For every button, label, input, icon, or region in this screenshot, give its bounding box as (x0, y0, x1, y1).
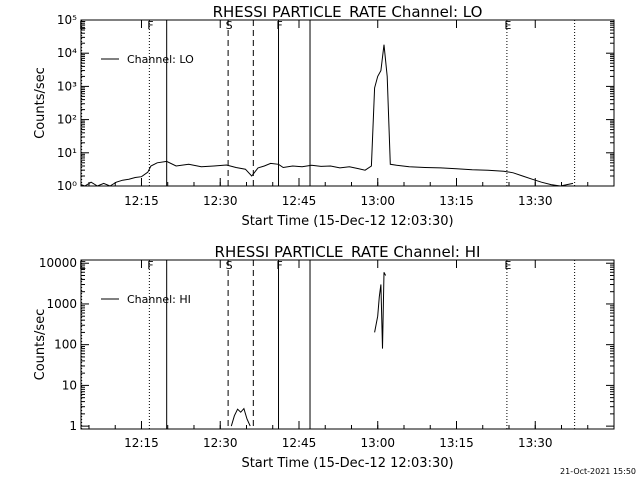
x-tick-label: 13:15 (439, 436, 474, 450)
y-tick-label: 1 (69, 419, 77, 433)
flag-label: E (504, 259, 511, 272)
y-axis-label: Counts/sec (33, 309, 48, 381)
x-tick-label: 12:15 (124, 436, 159, 450)
series-line (80, 44, 574, 187)
y-tick-label: 10⁵ (57, 13, 77, 27)
series-line (230, 407, 251, 427)
y-tick-label: 10¹ (57, 146, 77, 160)
legend-label: Channel: LO (127, 53, 194, 66)
flag-label: F (276, 259, 282, 272)
flag-label: S (226, 19, 233, 32)
x-tick-label: 12:30 (203, 194, 238, 208)
x-tick-label: 12:15 (124, 194, 159, 208)
x-tick-label: 13:30 (518, 194, 553, 208)
flag-label: S (226, 259, 233, 272)
x-tick-label: 12:45 (282, 436, 317, 450)
x-tick-label: 13:00 (360, 194, 395, 208)
y-tick-label: 1000 (46, 297, 77, 311)
y-tick-label: 10³ (57, 79, 77, 93)
x-axis-label: Start Time (15-Dec-12 12:03:30) (241, 214, 453, 229)
x-axis-label: Start Time (15-Dec-12 12:03:30) (241, 456, 453, 471)
y-tick-label: 100 (54, 338, 77, 352)
x-tick-label: 12:45 (282, 194, 317, 208)
flag-label: F (147, 19, 153, 32)
y-axis-label: Counts/sec (33, 67, 48, 139)
y-tick-label: 10⁴ (57, 46, 77, 60)
chart-title: RHESSI PARTICLE_RATE Channel: HI (215, 243, 481, 262)
chart-title: RHESSI PARTICLE_RATE Channel: LO (213, 3, 483, 22)
flag-label: F (147, 259, 153, 272)
chart-panel-lo: RHESSI PARTICLE_RATE Channel: LO 12:15 12:… (33, 3, 615, 229)
flag-label: F (276, 19, 282, 32)
y-tick-label: 10⁰ (57, 179, 77, 193)
series-line (374, 272, 387, 349)
flag-label: E (79, 259, 86, 272)
y-tick-label: 10 (62, 378, 77, 392)
chart-panel-hi: RHESSI PARTICLE_RATE Channel: HI 12:15 12:… (33, 243, 615, 471)
x-tick-label: 12:30 (203, 436, 238, 450)
x-tick-label: 13:30 (518, 436, 553, 450)
flag-label: E (504, 19, 511, 32)
flag-label: E (79, 19, 86, 32)
x-tick-label: 13:00 (360, 436, 395, 450)
y-tick-label: 10000 (39, 256, 77, 270)
y-tick-label: 10² (57, 113, 77, 127)
legend-label: Channel: HI (127, 293, 191, 306)
x-tick-label: 13:15 (439, 194, 474, 208)
footer-timestamp: 21-Oct-2021 15:50 (560, 467, 636, 476)
plot-frame (80, 19, 615, 187)
